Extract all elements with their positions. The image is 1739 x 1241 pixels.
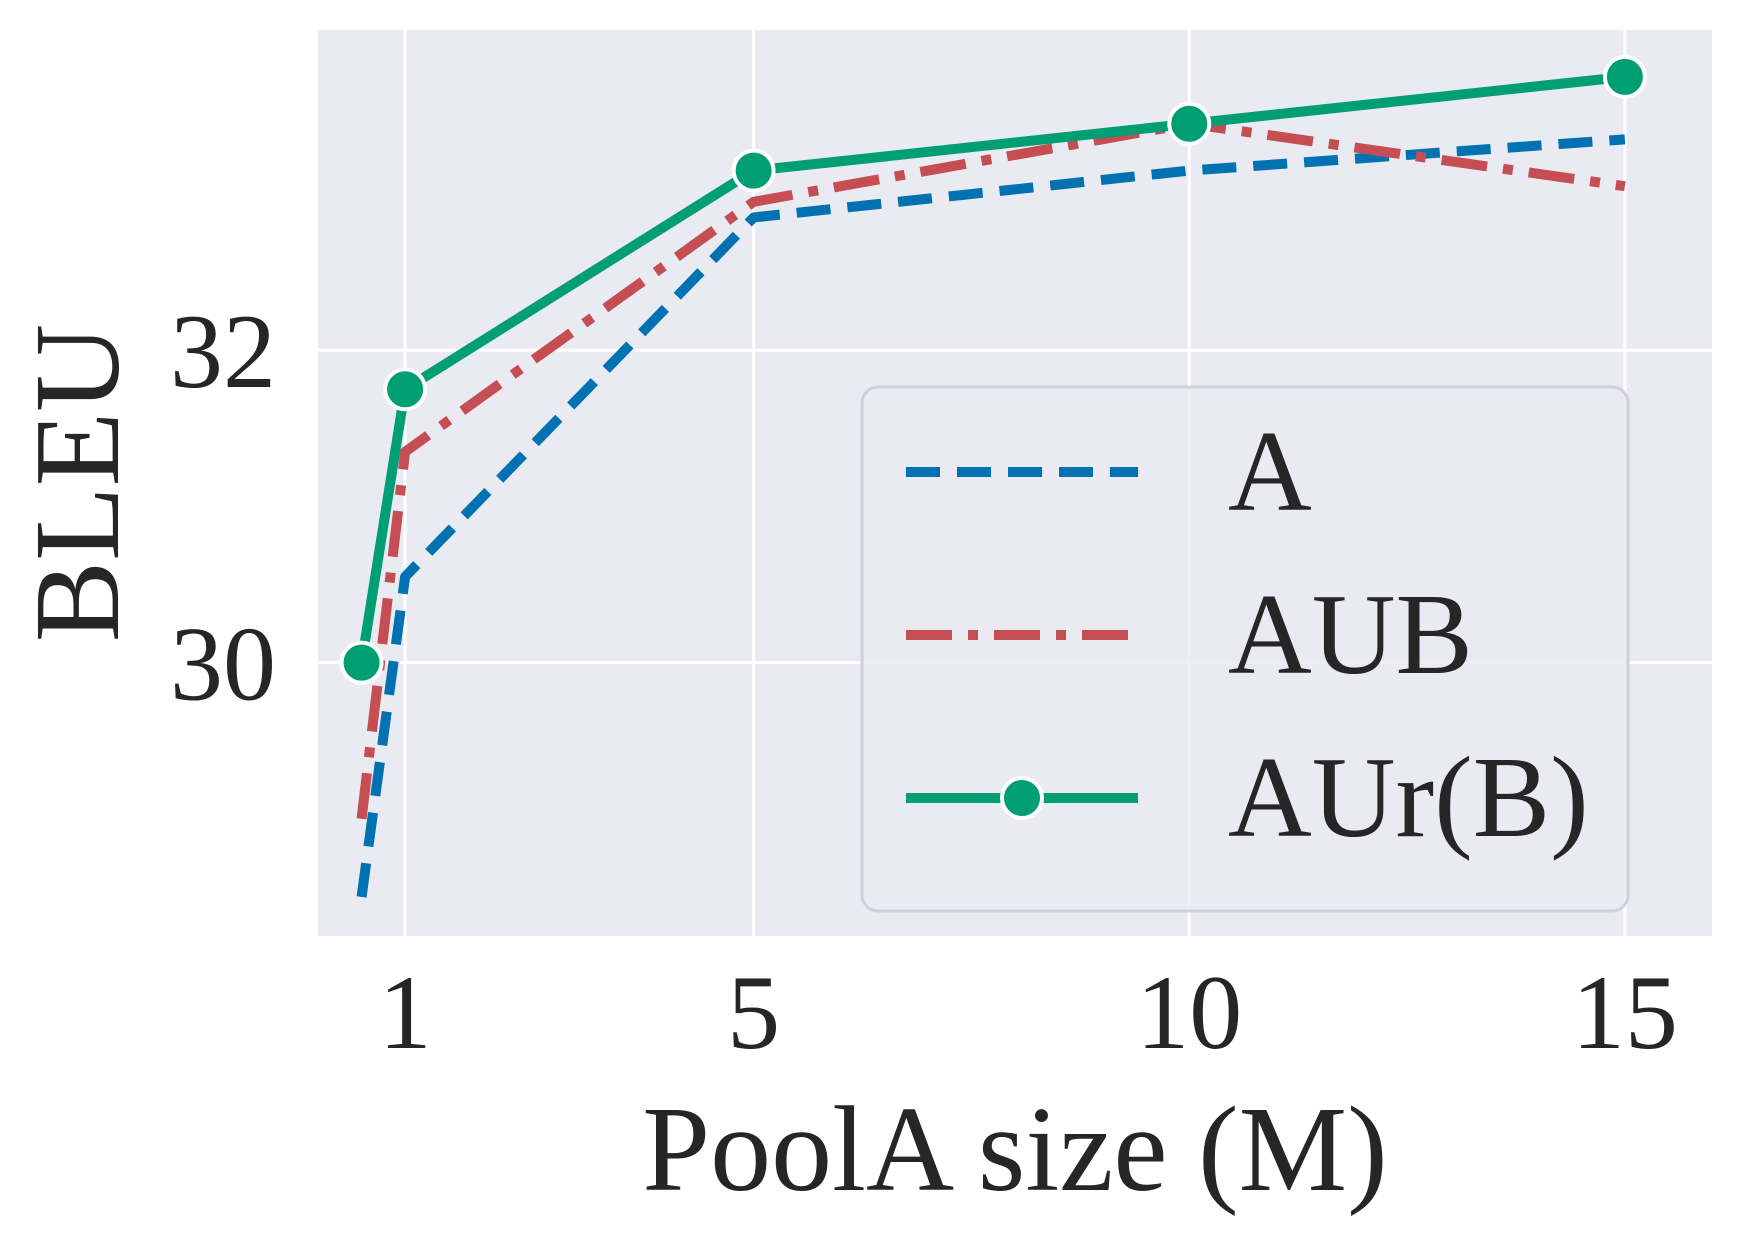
- data-point: [383, 367, 428, 412]
- x-axis-label: PoolA size (M): [642, 1082, 1388, 1217]
- series-layer: [339, 54, 1647, 898]
- legend-frame: [860, 385, 1630, 913]
- legend-label: AUB: [1228, 571, 1473, 699]
- y-axis-label: BLEU: [10, 324, 145, 643]
- series-line-0: [356, 134, 1626, 898]
- series-line-1: [356, 118, 1626, 820]
- x-tick-label: 10: [1136, 954, 1242, 1071]
- x-tick-label: 5: [727, 954, 780, 1071]
- y-tick-label: 32: [170, 293, 276, 410]
- legend-label: AUr(B): [1228, 734, 1589, 862]
- data-point: [1167, 101, 1212, 146]
- legend: A AUB AUr(B): [860, 385, 1630, 913]
- data-point: [1602, 54, 1647, 99]
- legend-marker: [1000, 776, 1044, 820]
- x-tick-label: 15: [1572, 954, 1678, 1071]
- data-point: [731, 148, 776, 193]
- data-point: [339, 640, 384, 685]
- y-tick-label: 30: [170, 606, 276, 723]
- x-tick-label: 1: [379, 954, 432, 1071]
- legend-label: A: [1228, 408, 1312, 536]
